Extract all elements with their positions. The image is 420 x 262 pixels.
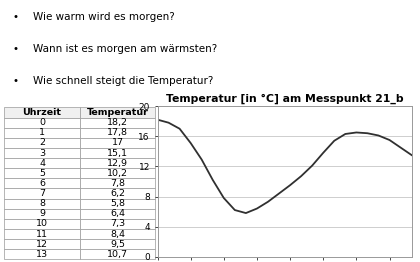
Text: Wie schnell steigt die Temperatur?: Wie schnell steigt die Temperatur?: [33, 76, 214, 86]
Title: Temperatur [in °C] am Messpunkt 21_b: Temperatur [in °C] am Messpunkt 21_b: [166, 94, 403, 104]
Text: •: •: [13, 12, 18, 22]
Text: •: •: [13, 44, 18, 54]
Text: Wie warm wird es morgen?: Wie warm wird es morgen?: [33, 12, 175, 22]
Text: Wann ist es morgen am wärmsten?: Wann ist es morgen am wärmsten?: [33, 44, 218, 54]
Text: •: •: [13, 76, 18, 86]
